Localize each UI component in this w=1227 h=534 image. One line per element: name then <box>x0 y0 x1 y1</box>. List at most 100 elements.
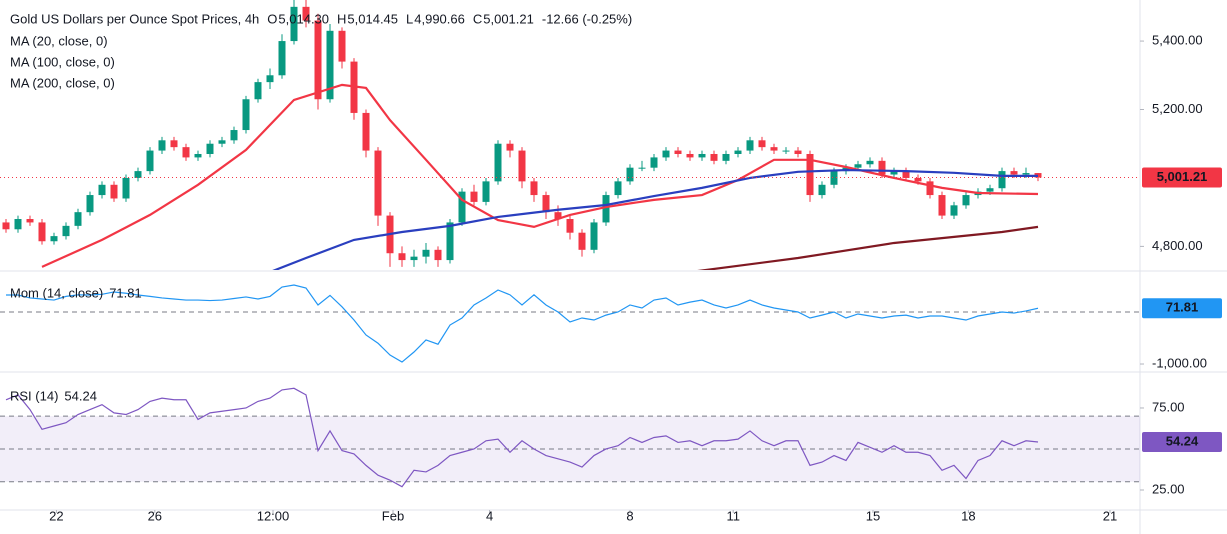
candle-body <box>530 181 538 196</box>
price-badge-label: 54.24 <box>1166 433 1199 448</box>
candle-body <box>950 205 958 216</box>
candle-body <box>458 191 466 223</box>
candle-body <box>794 150 802 154</box>
candle-body <box>566 219 574 233</box>
candle-body <box>302 6 310 21</box>
candle-body <box>74 212 82 226</box>
candle-body <box>890 171 898 175</box>
candle-body <box>626 167 634 182</box>
candle-body <box>986 188 994 192</box>
candle-body <box>614 181 622 196</box>
candle-body <box>206 143 214 154</box>
candle-body <box>638 167 646 169</box>
candle-body <box>770 147 778 151</box>
legend-entry: MA (20, close, 0) <box>10 33 108 48</box>
legend-entry: MA (200, close, 0) <box>10 75 115 90</box>
candle-body <box>290 6 298 42</box>
candle-body <box>446 222 454 261</box>
candle-body <box>746 140 754 151</box>
x-tick-label: 11 <box>726 508 740 523</box>
ohlc-value: 4,990.66 <box>414 11 465 26</box>
candle-body <box>938 195 946 216</box>
candle-body <box>926 181 934 196</box>
candle-body <box>134 171 142 178</box>
candle-body <box>590 222 598 250</box>
candle-body <box>158 140 166 151</box>
pane-plot <box>0 284 1140 363</box>
candle-body <box>434 249 442 261</box>
indicator-title: Mom (14, close) <box>10 285 103 300</box>
candle-body <box>62 225 70 237</box>
ohlc-value: 5,001.21 <box>483 11 534 26</box>
candle-body <box>422 249 430 257</box>
ohlc-letter: H <box>337 11 346 26</box>
candle-body <box>710 153 718 161</box>
candle-body <box>674 150 682 154</box>
y-tick-label: 5,200.00 <box>1152 101 1203 116</box>
candle-body <box>230 130 238 141</box>
chart-title: Gold US Dollars per Ounce Spot Prices, 4… <box>10 11 259 26</box>
candle-body <box>266 75 274 83</box>
candle-body <box>758 140 766 148</box>
candle-body <box>242 99 250 131</box>
x-tick-label: 18 <box>961 508 975 523</box>
ohlc-letter: O <box>267 11 277 26</box>
indicator-title: RSI (14) <box>10 388 58 403</box>
indicator-value: 54.24 <box>64 388 97 403</box>
candle-body <box>782 150 790 152</box>
x-tick-label: 22 <box>49 508 63 523</box>
candle-body <box>338 30 346 62</box>
candle-body <box>722 153 730 161</box>
candle-body <box>86 195 94 213</box>
x-tick-label: 21 <box>1103 508 1117 523</box>
price-badge <box>1142 167 1222 188</box>
x-tick-label: Feb <box>382 508 404 523</box>
candle-body <box>362 112 370 151</box>
candle-body <box>998 171 1006 189</box>
candle-body <box>962 195 970 206</box>
candle-body <box>410 256 418 261</box>
x-tick-label: 26 <box>148 508 162 523</box>
pane-plot <box>0 387 1140 488</box>
candle-body <box>146 150 154 172</box>
candle-body <box>278 41 286 76</box>
candle-body <box>902 171 910 178</box>
candle-body <box>602 195 610 223</box>
candle-body <box>554 212 562 220</box>
candle-body <box>470 191 478 202</box>
candle-body <box>542 195 550 213</box>
candle-body <box>518 150 526 182</box>
candle-body <box>398 253 406 261</box>
candle-body <box>650 157 658 168</box>
candle-body <box>2 222 10 230</box>
candle-body <box>326 30 334 100</box>
ohlc-letter: L <box>406 11 413 26</box>
y-tick-label: 5,400.00 <box>1152 33 1203 48</box>
indicator-value: 71.81 <box>109 285 142 300</box>
change-label: -12.66 (-0.25%) <box>542 11 632 26</box>
candle-body <box>314 20 322 100</box>
candle-body <box>494 143 502 182</box>
candle-body <box>14 219 22 230</box>
candle-body <box>110 184 118 199</box>
candle-body <box>866 160 874 165</box>
y-tick-label: 4,800.00 <box>1152 238 1203 253</box>
legend-entry: MA (100, close, 0) <box>10 54 115 69</box>
moving-average <box>272 168 1038 270</box>
candle-body <box>170 140 178 148</box>
candle-body <box>914 177 922 182</box>
price-badge <box>1142 298 1222 319</box>
y-tick-label: 25.00 <box>1152 481 1185 496</box>
y-tick-label: -1,000.00 <box>1152 355 1207 370</box>
candle-body <box>182 147 190 158</box>
candle-body <box>830 171 838 185</box>
x-tick-label: 12:00 <box>257 508 290 523</box>
x-tick-label: 4 <box>486 508 493 523</box>
price-badge <box>1142 432 1222 453</box>
candle-body <box>806 153 814 196</box>
pane-plot <box>2 0 1042 270</box>
candle-body <box>374 150 382 216</box>
price-badge-label: 71.81 <box>1166 300 1199 315</box>
ohlc-letter: C <box>473 11 482 26</box>
